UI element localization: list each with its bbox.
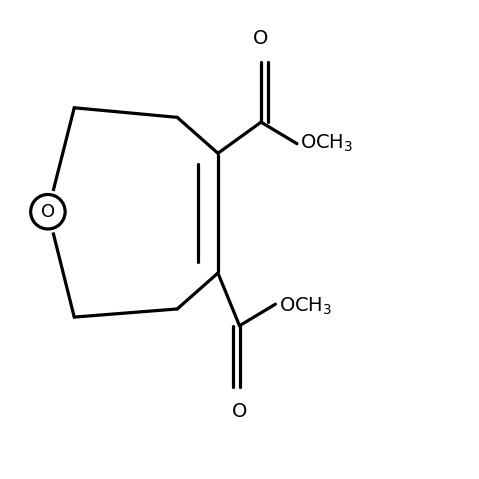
Circle shape xyxy=(31,194,65,229)
Text: OCH$_3$: OCH$_3$ xyxy=(300,133,354,154)
Text: O: O xyxy=(232,402,247,422)
Text: O: O xyxy=(253,29,269,48)
Circle shape xyxy=(31,194,65,229)
Text: O: O xyxy=(41,203,55,221)
Text: OCH$_3$: OCH$_3$ xyxy=(279,296,332,317)
